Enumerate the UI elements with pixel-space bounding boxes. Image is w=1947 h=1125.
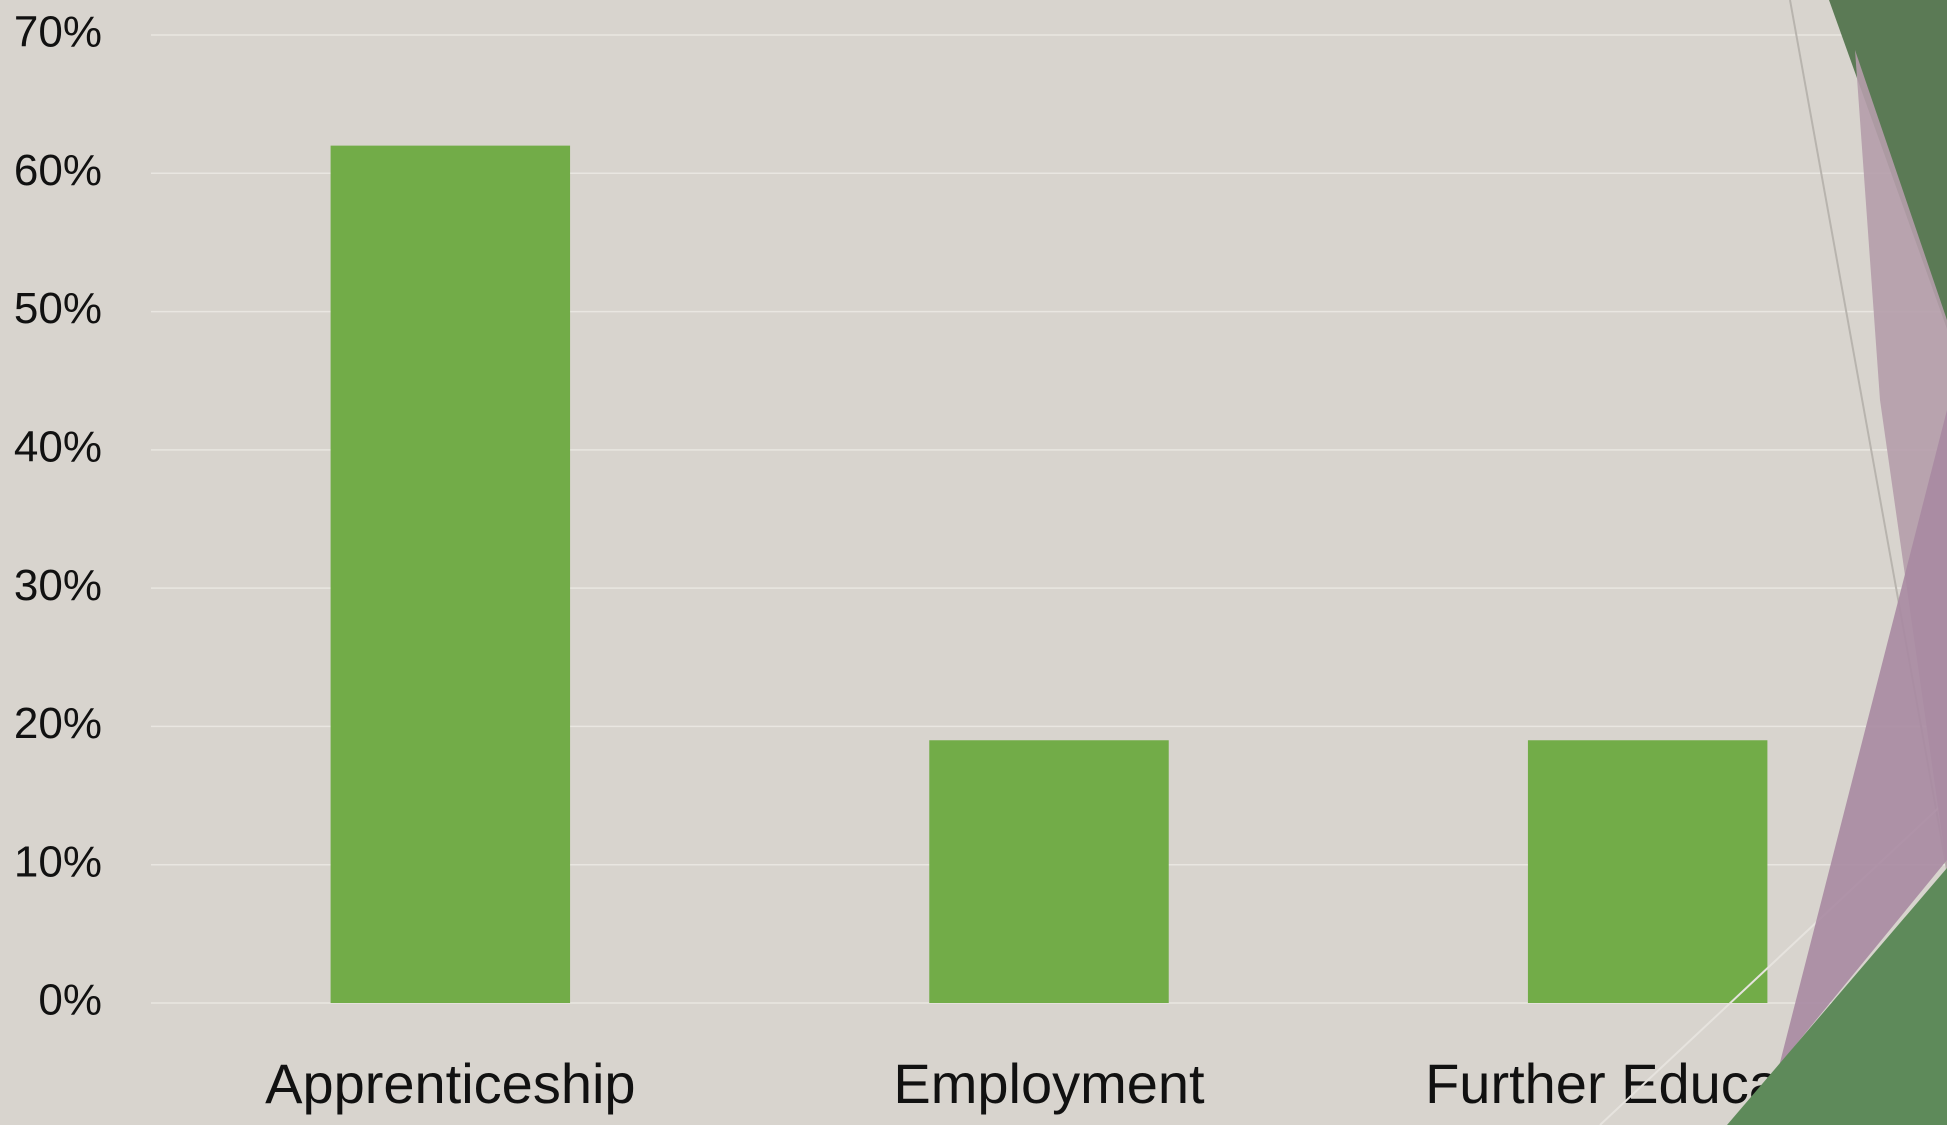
plot-area: 0% 10% 20% 30% 40% 50% 60% 70% Apprenticeship Emp… [14,8,1947,1115]
decor-shape [1727,868,1947,1125]
y-tick-label: 70% [14,8,102,57]
y-tick-label: 60% [14,146,102,195]
y-tick-label: 40% [14,422,102,471]
y-tick-label: 50% [14,284,102,333]
decoration [1599,0,1947,1125]
y-tick-label: 20% [14,699,102,748]
y-tick-label: 30% [14,561,102,610]
x-tick-label: Employment [893,1052,1205,1115]
decor-shape [1730,410,1947,1125]
bar [330,145,571,1004]
y-tick-label: 0% [38,976,102,1025]
y-tick-label: 10% [14,837,102,886]
bar [1527,740,1768,1003]
x-tick-label: Apprenticeship [265,1052,635,1115]
bar [929,740,1169,1003]
